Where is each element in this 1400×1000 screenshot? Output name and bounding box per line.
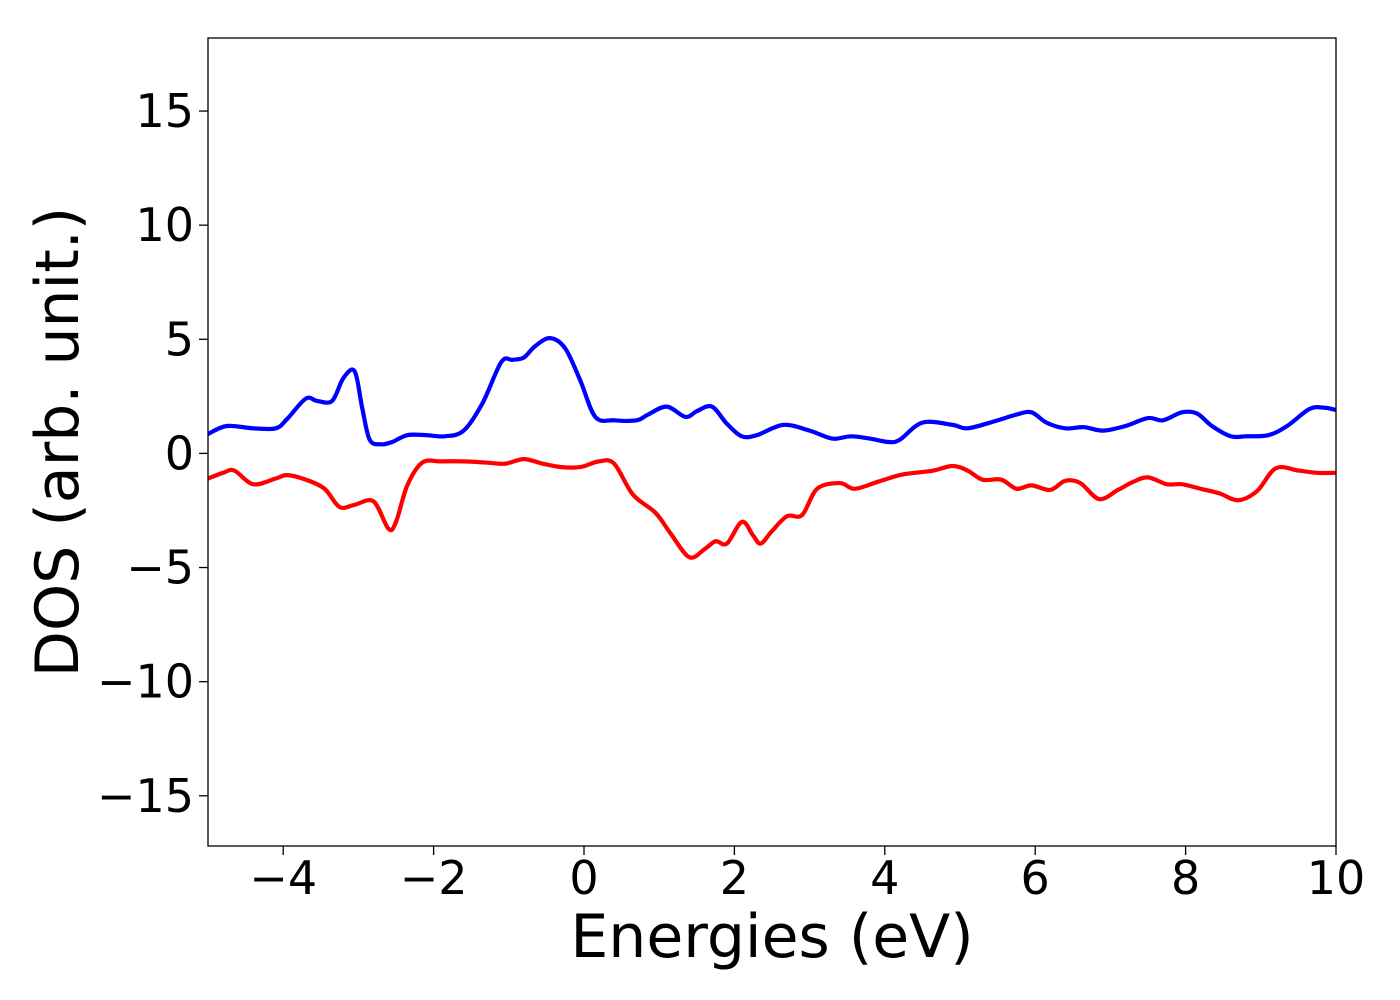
x-axis-label: Energies (eV) [570,902,973,972]
y-tick-label: −5 [126,541,194,595]
spin-down-line [208,457,1336,560]
x-tick-label: 0 [569,851,598,905]
y-tick-label: −10 [97,655,194,709]
x-tick-label: 6 [1021,851,1050,905]
x-tick-label: 4 [870,851,899,905]
y-axis-label: DOS (arb. unit.) [23,207,93,677]
spin-up-line [208,336,1336,447]
y-axis-ticks: 15 10 5 0 −5 −10 −15 [97,84,208,823]
plot-area [208,336,1336,560]
x-tick-label: −2 [400,851,468,905]
x-tick-label: 8 [1171,851,1200,905]
x-axis-ticks: −4 −2 0 2 4 6 8 10 [249,846,1365,905]
y-tick-label: 5 [165,312,194,366]
x-tick-label: −4 [249,851,317,905]
axes-frame [207,37,1337,847]
y-tick-label: 0 [165,426,194,480]
x-tick-label: 2 [720,851,749,905]
y-tick-label: 15 [135,84,194,138]
y-tick-label: −15 [97,769,194,823]
y-tick-label: 10 [135,198,194,252]
x-tick-label: 10 [1307,851,1366,905]
